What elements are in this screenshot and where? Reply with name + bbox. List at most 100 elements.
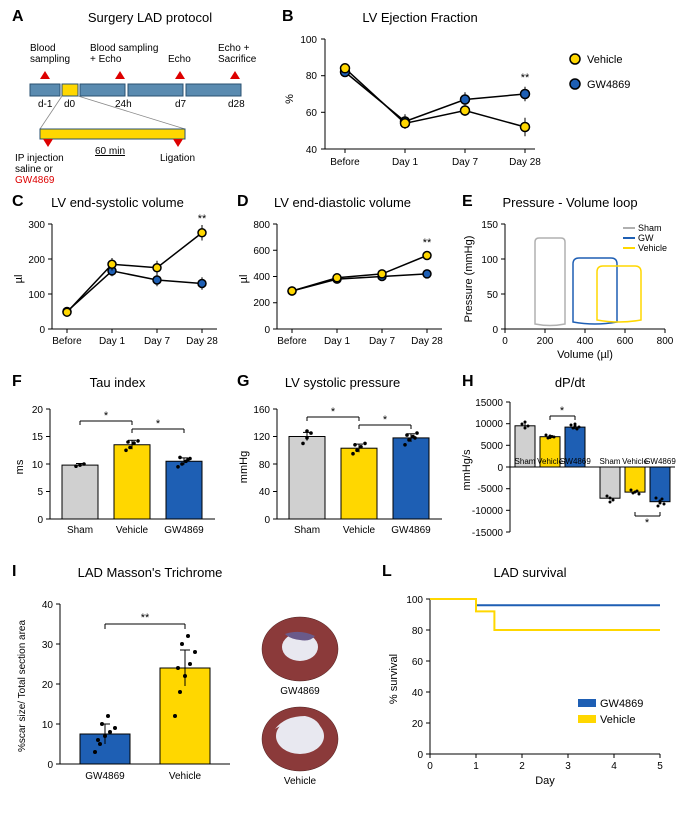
svg-text:Before: Before [330,157,360,168]
svg-text:Pressure (mmHg): Pressure (mmHg) [463,236,475,323]
svg-text:Day: Day [535,775,555,787]
svg-text:Vehicle: Vehicle [343,525,376,536]
panel-g-title: LV systolic pressure [235,375,450,390]
svg-text:**: ** [423,237,432,249]
svg-text:-10000: -10000 [472,506,504,517]
svg-text:100: 100 [300,35,317,46]
panel-label-a: A [12,8,24,26]
panel-f-title: Tau index [10,375,225,390]
svg-text:Sham: Sham [600,457,621,466]
panel-label-d: D [237,193,249,211]
svg-text:40: 40 [42,600,54,611]
svg-text:GW4869: GW4869 [644,457,676,466]
svg-text:200: 200 [253,298,270,309]
svg-text:10: 10 [42,720,54,731]
svg-text:5000: 5000 [481,441,504,452]
svg-text:40: 40 [306,145,318,156]
svg-text:100: 100 [28,290,45,301]
panel-label-e: E [462,193,473,211]
svg-text:GW4869: GW4869 [85,771,125,782]
svg-text:Blood sampling: Blood sampling [90,43,158,54]
svg-text:GW4869: GW4869 [587,79,630,91]
svg-text:Before: Before [52,336,82,347]
panel-label-i: I [12,563,16,581]
panel-e: E Pressure - Volume loop 0 50 100 150 Pr… [460,195,680,365]
svg-text:80: 80 [259,460,271,471]
panel-c: C LV end-systolic volume 0 100 200 300 µ… [10,195,225,365]
svg-text:40: 40 [412,688,424,699]
svg-text:0: 0 [427,761,433,772]
svg-text:GW4869: GW4869 [280,686,320,697]
svg-text:Ligation: Ligation [160,153,195,164]
panel-d-chart: 0 200 400 600 800 µl Before Day 1 Day 7 … [235,214,450,364]
panel-label-h: H [462,373,474,391]
svg-text:0: 0 [47,760,53,771]
panel-e-title: Pressure - Volume loop [460,195,680,210]
svg-text:3: 3 [565,761,571,772]
svg-text:800: 800 [657,336,674,347]
svg-text:5: 5 [657,761,663,772]
svg-text:**: ** [141,612,150,624]
svg-text:Day 1: Day 1 [392,157,419,168]
svg-text:200: 200 [537,336,554,347]
svg-text:0: 0 [264,325,270,336]
svg-text:*: * [156,418,161,430]
svg-text:0: 0 [264,515,270,526]
svg-text:GW4869: GW4869 [15,175,55,184]
svg-text:µl: µl [13,275,25,284]
panel-g: G LV systolic pressure 0 40 80 120 160 m… [235,375,450,550]
svg-text:100: 100 [406,595,423,606]
svg-text:30: 30 [42,640,54,651]
svg-text:Vehicle: Vehicle [116,525,149,536]
panel-a-title: Surgery LAD protocol [30,10,270,25]
svg-text:100: 100 [481,255,498,266]
svg-text:Vehicle: Vehicle [284,776,317,787]
svg-text:20: 20 [42,680,54,691]
panel-label-l: L [382,563,392,581]
svg-text:0: 0 [37,515,43,526]
svg-text:2: 2 [519,761,525,772]
panel-a: A Surgery LAD protocol Blood sampling Bl… [10,10,270,185]
svg-text:**: ** [521,72,530,84]
svg-text:400: 400 [253,272,270,283]
svg-text:Day 28: Day 28 [509,157,541,168]
svg-text:ms: ms [14,459,26,474]
panel-f-chart: 0 5 10 15 20 ms * * Sham Vehicle GW4869 [10,394,225,549]
panel-c-chart: 0 100 200 300 µl Before Day 1 Day 7 Day … [10,214,225,364]
svg-text:GW4869: GW4869 [559,457,591,466]
panel-g-chart: 0 40 80 120 160 mmHg * * Sham Vehicle GW… [235,394,450,549]
panel-i: I LAD Masson's Trichrome 0 10 20 30 40 %… [10,565,370,810]
svg-text:%scar size/ Total section area: %scar size/ Total section area [17,620,28,753]
svg-text:Day 28: Day 28 [186,336,218,347]
svg-text:600: 600 [617,336,634,347]
svg-text:Day 7: Day 7 [369,336,396,347]
svg-text:20: 20 [32,405,44,416]
svg-text:Day 1: Day 1 [99,336,126,347]
svg-text:d7: d7 [175,99,187,110]
svg-text:300: 300 [28,220,45,231]
svg-text:Sham: Sham [67,525,93,536]
svg-text:sampling: sampling [30,54,70,65]
svg-text:Sham: Sham [638,223,662,233]
svg-text:0: 0 [39,325,45,336]
svg-text:15: 15 [32,432,44,443]
svg-text:0: 0 [502,336,508,347]
svg-text:Day 7: Day 7 [144,336,171,347]
svg-text:0: 0 [417,750,423,761]
svg-text:d0: d0 [64,99,76,110]
svg-text:*: * [645,517,650,529]
svg-text:160: 160 [253,405,270,416]
svg-text:Echo +: Echo + [218,43,250,54]
panel-l: L LAD survival 0 20 40 60 80 100 % survi… [380,565,680,810]
panel-h: H dP/dt 15000 10000 5000 0 -5000 -10000 … [460,375,680,550]
panel-i-chart: 0 10 20 30 40 %scar size/ Total section … [10,584,370,809]
svg-text:% survival: % survival [388,654,400,704]
panel-d: D LV end-diastolic volume 0 200 400 600 … [235,195,450,365]
svg-text:60: 60 [306,108,318,119]
svg-text:80: 80 [412,626,424,637]
panel-e-chart: 0 50 100 150 Pressure (mmHg) 0 200 400 6… [460,214,680,364]
svg-text:Before: Before [277,336,307,347]
panel-b: B LV Ejection Fraction 40 60 80 100 % Be… [280,10,680,185]
svg-text:-5000: -5000 [477,484,503,495]
panel-a-diagram: Blood sampling Blood sampling + Echo Ech… [10,29,270,184]
